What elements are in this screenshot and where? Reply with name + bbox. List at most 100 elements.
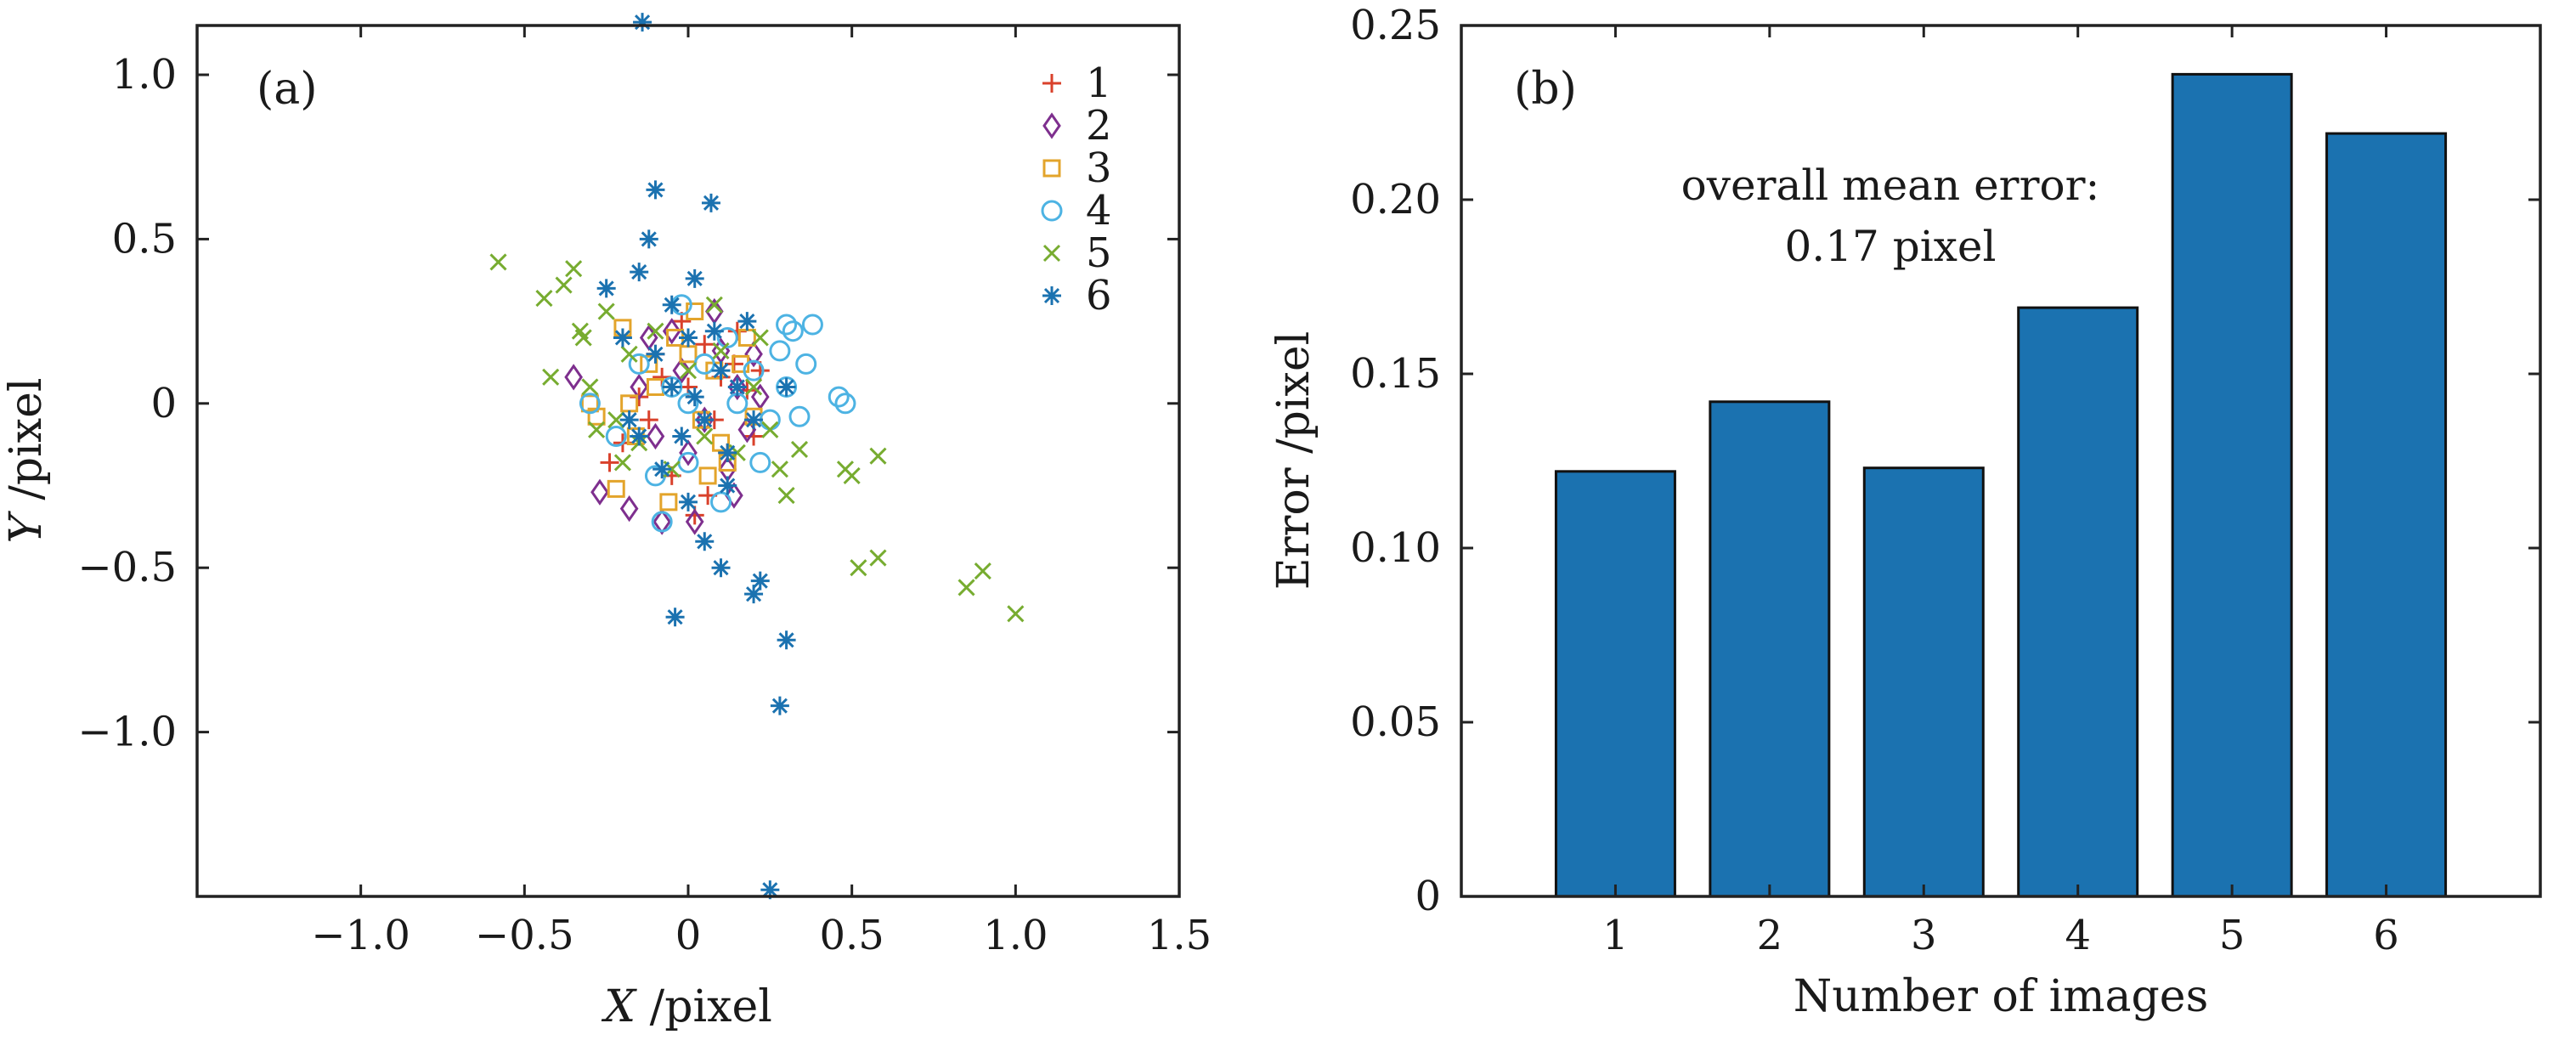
scatter-y-tick-label: 0.5 xyxy=(112,215,177,263)
scatter-point-series-2 xyxy=(744,341,763,368)
bar-x-tick-label: 6 xyxy=(2373,912,2399,959)
scatter-point-series-5 xyxy=(489,253,507,271)
scatter-point-series-4 xyxy=(605,425,627,447)
scatter-y-tick-label: 0 xyxy=(150,380,177,427)
scatter-point-series-3 xyxy=(712,433,731,452)
scatter-point-series-5 xyxy=(869,549,887,567)
scatter-series-3 xyxy=(580,302,763,512)
scatter-point-series-3 xyxy=(698,466,717,485)
scatter-x-tick-label: 1.0 xyxy=(983,912,1048,959)
scatter-y-axis-title: Y /pixel xyxy=(1,377,52,543)
scatter-x-tick-label: −0.5 xyxy=(475,912,574,959)
scatter-point-series-2 xyxy=(630,373,649,401)
scatter-point-series-6 xyxy=(695,532,715,551)
scatter-point-series-4 xyxy=(782,320,804,342)
legend-label: 3 xyxy=(1086,144,1112,192)
scatter-panel-label: (a) xyxy=(257,64,318,115)
scatter-point-series-1 xyxy=(639,410,658,430)
scatter-point-series-5 xyxy=(597,302,615,320)
scatter-point-series-6 xyxy=(672,427,692,446)
scatter-point-series-6 xyxy=(619,410,639,430)
bar-ticks: 1 2 3 4 5 6 0 0.05 0.10 0.15 0.20 0.25 xyxy=(1350,2,2540,959)
scatter-point-series-1 xyxy=(695,335,715,354)
bar-y-tick-label: 0 xyxy=(1415,873,1441,920)
scatter-point-series-6 xyxy=(737,312,757,331)
legend-label: 1 xyxy=(1086,59,1112,107)
scatter-point-series-6 xyxy=(727,377,747,397)
bar-x-axis-title: Number of images xyxy=(1794,971,2209,1022)
scatter-point-series-5 xyxy=(974,562,991,580)
scatter-point-series-1 xyxy=(600,453,619,472)
scatter-point-series-6 xyxy=(652,460,672,479)
scatter-point-series-5 xyxy=(712,342,730,359)
scatter-point-series-5 xyxy=(679,362,698,380)
scatter-plot-frame xyxy=(195,24,1181,898)
scatter-x-axis-title: X /pixel xyxy=(601,981,772,1032)
mean-error-annotation-line1: overall mean error: xyxy=(1681,161,2100,210)
scatter-point-series-4 xyxy=(651,511,673,533)
legend-marker-plus xyxy=(1042,74,1061,93)
scatter-point-series-6 xyxy=(662,295,681,314)
scatter-x-tick-label: 1.5 xyxy=(1147,912,1212,959)
scatter-point-series-6 xyxy=(744,585,764,604)
scatter-point-series-5 xyxy=(571,322,589,340)
scatter-point-series-4 xyxy=(759,409,781,431)
scatter-series-1 xyxy=(600,312,770,525)
scatter-point-series-6 xyxy=(596,279,616,298)
bar-images-6 xyxy=(2325,132,2448,898)
scatter-point-series-6 xyxy=(665,608,685,627)
scatter-point-series-5 xyxy=(705,296,723,314)
scatter-point-series-5 xyxy=(588,421,606,438)
scatter-point-series-5 xyxy=(647,322,664,340)
scatter-points xyxy=(489,13,1025,900)
bar-y-tick-label: 0.10 xyxy=(1350,524,1441,572)
legend-label: 6 xyxy=(1086,272,1112,319)
bar-y-tick-label: 0.20 xyxy=(1350,176,1441,223)
scatter-point-series-2 xyxy=(685,508,704,535)
bar-x-tick-label: 1 xyxy=(1602,912,1629,959)
scatter-point-series-4 xyxy=(579,393,601,415)
scatter-point-series-6 xyxy=(750,571,770,591)
scatter-point-series-3 xyxy=(640,354,658,373)
scatter-y-axis-variable: Y xyxy=(1,511,52,544)
scatter-point-series-6 xyxy=(646,180,665,200)
scatter-point-series-3 xyxy=(659,493,678,512)
scatter-point-series-6 xyxy=(630,263,649,282)
scatter-point-series-6 xyxy=(711,558,731,578)
bar-x-tick-label: 5 xyxy=(2219,912,2246,959)
scatter-point-series-2 xyxy=(652,508,671,535)
scatter-point-series-2 xyxy=(725,482,743,509)
scatter-point-series-5 xyxy=(771,461,788,478)
bar-series xyxy=(1554,72,2448,898)
scatter-point-series-5 xyxy=(869,447,887,465)
scatter-y-axis-unit: /pixel xyxy=(1,377,52,514)
scatter-y-tick-label: 1.0 xyxy=(112,51,177,99)
scatter-point-series-2 xyxy=(619,495,639,523)
scatter-point-series-5 xyxy=(581,378,599,396)
bar-images-2 xyxy=(1709,400,1831,898)
scatter-point-series-2 xyxy=(662,318,681,345)
scatter-point-series-6 xyxy=(685,268,704,288)
scatter-point-series-4 xyxy=(776,314,798,336)
scatter-point-series-6 xyxy=(695,410,715,430)
bar-x-tick-label: 2 xyxy=(1757,912,1783,959)
legend-marker-x xyxy=(1042,244,1061,263)
bar-x-tick-label: 3 xyxy=(1911,912,1937,959)
scatter-point-series-4 xyxy=(677,393,699,415)
scatter-point-series-4 xyxy=(743,359,765,382)
scatter-point-series-4 xyxy=(710,491,732,513)
scatter-panel: −1.0 −0.5 0 0.5 1.0 1.5 −1.0 −0.5 0 0.5 1.0 (a) 12… xyxy=(1,13,1212,1032)
scatter-point-series-6 xyxy=(701,193,720,212)
scatter-x-axis-variable: X xyxy=(601,981,637,1032)
scatter-point-series-6 xyxy=(646,344,665,364)
legend-marker-asterisk xyxy=(1042,286,1061,305)
scatter-point-series-6 xyxy=(711,361,731,381)
legend-item: 5 xyxy=(1042,229,1112,277)
legend-item: 4 xyxy=(1041,187,1112,235)
scatter-point-series-6 xyxy=(777,377,796,397)
scatter-point-series-2 xyxy=(564,364,583,391)
scatter-point-series-4 xyxy=(795,353,817,375)
scatter-point-series-6 xyxy=(718,443,737,462)
